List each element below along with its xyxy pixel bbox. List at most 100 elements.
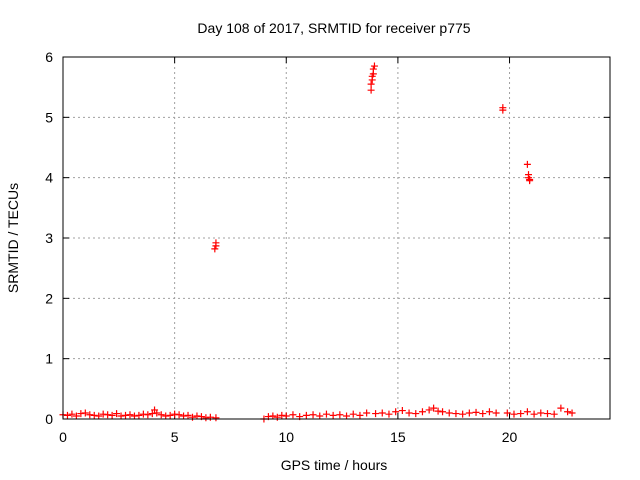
x-tick-label: 0: [59, 429, 67, 445]
data-point: [503, 409, 511, 417]
data-point: [193, 412, 201, 420]
data-point: [568, 409, 576, 417]
data-point: [537, 409, 545, 417]
data-point: [343, 412, 351, 420]
data-point: [523, 160, 531, 168]
data-point: [499, 104, 507, 112]
data-point: [425, 406, 433, 414]
data-point: [72, 412, 80, 420]
data-point: [517, 410, 525, 418]
data-point: [126, 411, 134, 419]
data-point: [405, 409, 413, 417]
data-point: [139, 410, 147, 418]
data-point: [157, 411, 165, 419]
data-point: [108, 411, 116, 419]
data-point: [557, 404, 565, 412]
y-tick-label: 0: [45, 411, 53, 427]
data-point: [459, 410, 467, 418]
data-point: [543, 410, 551, 418]
data-point: [309, 411, 317, 419]
data-point: [113, 410, 121, 418]
data-point: [398, 407, 406, 415]
data-point: [162, 412, 170, 420]
data-point: [81, 409, 89, 417]
data-point: [378, 409, 386, 417]
data-point: [90, 411, 98, 419]
data-point: [166, 411, 174, 419]
x-tick-label: 15: [390, 429, 406, 445]
data-point: [153, 409, 161, 417]
x-tick-label: 10: [278, 429, 294, 445]
data-point: [322, 410, 330, 418]
x-tick-label: 5: [171, 429, 179, 445]
data-point: [212, 414, 220, 422]
data-point: [367, 86, 375, 94]
data-point: [564, 408, 572, 416]
data-point: [175, 411, 183, 419]
data-point: [77, 410, 85, 418]
data-point: [370, 62, 378, 70]
y-tick-label: 5: [45, 109, 53, 125]
data-point: [392, 408, 400, 416]
y-tick-label: 6: [45, 49, 53, 65]
data-point: [269, 412, 277, 420]
data-point: [367, 80, 375, 88]
data-point: [282, 412, 290, 420]
y-tick-label: 2: [45, 290, 53, 306]
data-point: [434, 407, 442, 415]
data-point: [130, 412, 138, 420]
plot-frame: [62, 56, 611, 420]
data-point: [86, 411, 94, 419]
data-point: [550, 410, 558, 418]
data-point: [273, 413, 281, 421]
data-point: [188, 413, 196, 421]
data-point: [180, 412, 188, 420]
data-point: [278, 411, 286, 419]
data-point: [472, 408, 480, 416]
data-point: [329, 411, 337, 419]
data-point: [385, 410, 393, 418]
data-point: [171, 410, 179, 418]
data-point: [316, 412, 324, 420]
data-point: [302, 411, 310, 419]
data-point: [99, 410, 107, 418]
data-point: [135, 411, 143, 419]
data-point: [184, 411, 192, 419]
data-point: [510, 410, 518, 418]
data-point: [418, 408, 426, 416]
data-point: [523, 408, 531, 416]
data-point: [202, 414, 210, 422]
data-point: [144, 411, 152, 419]
x-tick-label: 20: [502, 429, 518, 445]
data-point: [412, 410, 420, 418]
data-point: [485, 408, 493, 416]
data-point: [211, 245, 219, 253]
y-tick-label: 1: [45, 351, 53, 367]
data-point: [212, 239, 220, 247]
chart-title: Day 108 of 2017, SRMTID for receiver p77…: [197, 20, 470, 36]
data-point: [148, 410, 156, 418]
data-point: [479, 410, 487, 418]
data-point: [452, 410, 460, 418]
data-point: [104, 411, 112, 419]
data-point: [439, 408, 447, 416]
x-axis-label: GPS time / hours: [281, 457, 388, 473]
data-point: [526, 177, 534, 185]
y-axis-label: SRMTID / TECUs: [5, 183, 21, 293]
data-point: [117, 412, 125, 420]
grid: [63, 57, 610, 419]
data-point: [363, 409, 371, 417]
data-point: [336, 411, 344, 419]
data-point: [369, 65, 377, 73]
data-point: [349, 410, 357, 418]
data-point: [465, 409, 473, 417]
y-tick-label: 4: [45, 170, 53, 186]
data-point: [63, 411, 71, 419]
data-point: [530, 410, 538, 418]
axis-ticks: 0 5 10 15 20 0 1 2 3 4 5 6: [45, 49, 610, 445]
data-point: [206, 413, 214, 421]
data-point: [68, 410, 76, 418]
data-point: [122, 411, 130, 419]
data-points: [59, 62, 576, 423]
